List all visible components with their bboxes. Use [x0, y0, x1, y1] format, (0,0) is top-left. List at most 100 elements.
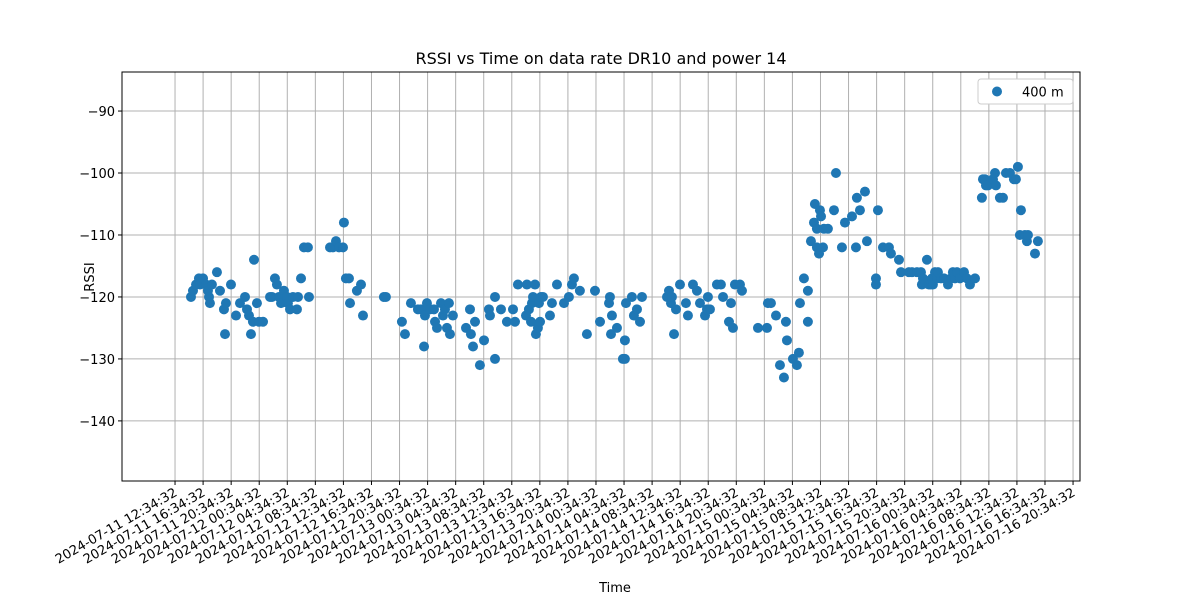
- data-point: [794, 298, 805, 309]
- plot-frame: [121, 71, 1081, 482]
- data-point: [405, 298, 416, 309]
- data-point: [778, 372, 789, 383]
- data-point: [245, 329, 256, 340]
- data-point: [805, 236, 816, 247]
- data-point: [1015, 205, 1026, 216]
- data-point: [444, 329, 455, 340]
- data-point: [271, 279, 282, 290]
- data-point: [870, 279, 881, 290]
- data-point: [204, 298, 215, 309]
- data-point: [606, 310, 617, 321]
- data-point: [303, 291, 314, 302]
- data-point: [419, 341, 430, 352]
- data-point: [634, 316, 645, 327]
- data-point: [490, 291, 501, 302]
- data-point: [211, 267, 222, 278]
- data-point: [989, 168, 1000, 179]
- data-point: [512, 279, 523, 290]
- data-point: [474, 360, 485, 371]
- data-point: [997, 192, 1008, 203]
- data-point: [828, 205, 839, 216]
- data-point: [611, 322, 622, 333]
- data-point: [1032, 236, 1043, 247]
- data-point: [443, 298, 454, 309]
- data-point: [976, 192, 987, 203]
- y-tick-label: −90: [88, 105, 115, 120]
- data-point: [285, 304, 296, 315]
- data-point: [563, 291, 574, 302]
- data-point: [802, 285, 813, 296]
- data-point: [595, 316, 606, 327]
- data-point: [770, 310, 781, 321]
- y-tick-label: −110: [79, 229, 115, 244]
- data-point: [337, 242, 348, 253]
- data-point: [338, 217, 349, 228]
- data-point: [702, 291, 713, 302]
- data-point: [718, 291, 729, 302]
- data-point: [470, 316, 481, 327]
- data-point: [546, 298, 557, 309]
- data-point: [736, 285, 747, 296]
- y-tick-label: −140: [79, 415, 115, 430]
- data-point: [691, 285, 702, 296]
- data-point: [626, 291, 637, 302]
- data-point: [774, 360, 785, 371]
- data-point: [846, 211, 857, 222]
- data-point: [917, 273, 928, 284]
- data-point: [343, 273, 354, 284]
- data-point: [380, 291, 391, 302]
- data-point: [529, 279, 540, 290]
- data-point: [682, 310, 693, 321]
- data-point: [508, 304, 519, 315]
- data-point: [258, 316, 269, 327]
- data-point: [345, 298, 356, 309]
- data-point: [839, 217, 850, 228]
- data-point: [969, 273, 980, 284]
- data-point: [861, 236, 872, 247]
- data-point: [231, 310, 242, 321]
- data-point: [432, 322, 443, 333]
- y-tick-label: −130: [79, 353, 115, 368]
- data-point: [674, 279, 685, 290]
- data-point: [291, 304, 302, 315]
- data-point: [765, 298, 776, 309]
- data-point: [793, 347, 804, 358]
- data-point: [791, 360, 802, 371]
- data-point: [921, 254, 932, 265]
- data-point: [251, 298, 262, 309]
- data-point: [528, 291, 539, 302]
- legend-marker: [992, 86, 1002, 97]
- data-point: [276, 298, 287, 309]
- data-point: [830, 168, 841, 179]
- data-point: [495, 304, 506, 315]
- data-point: [761, 322, 772, 333]
- data-point: [811, 223, 822, 234]
- data-point: [292, 291, 303, 302]
- data-point: [604, 291, 615, 302]
- data-point: [636, 291, 647, 302]
- data-point: [240, 291, 251, 302]
- data-point: [780, 316, 791, 327]
- data-point: [727, 322, 738, 333]
- data-point: [356, 279, 367, 290]
- data-point: [1010, 174, 1021, 185]
- data-point: [484, 310, 495, 321]
- y-axis-label: RSSI: [83, 262, 98, 291]
- data-point: [535, 316, 546, 327]
- data-point: [798, 273, 809, 284]
- data-point: [620, 298, 631, 309]
- data-point: [302, 242, 313, 253]
- data-point: [249, 254, 260, 265]
- data-point: [521, 279, 532, 290]
- data-point: [225, 279, 236, 290]
- data-point: [836, 242, 847, 253]
- data-point: [817, 242, 828, 253]
- data-point: [854, 205, 865, 216]
- legend-label: 400 m: [1022, 86, 1064, 101]
- data-point: [1012, 161, 1023, 172]
- data-point: [671, 304, 682, 315]
- data-point: [568, 273, 579, 284]
- data-point: [822, 223, 833, 234]
- data-point: [872, 205, 883, 216]
- data-point: [214, 285, 225, 296]
